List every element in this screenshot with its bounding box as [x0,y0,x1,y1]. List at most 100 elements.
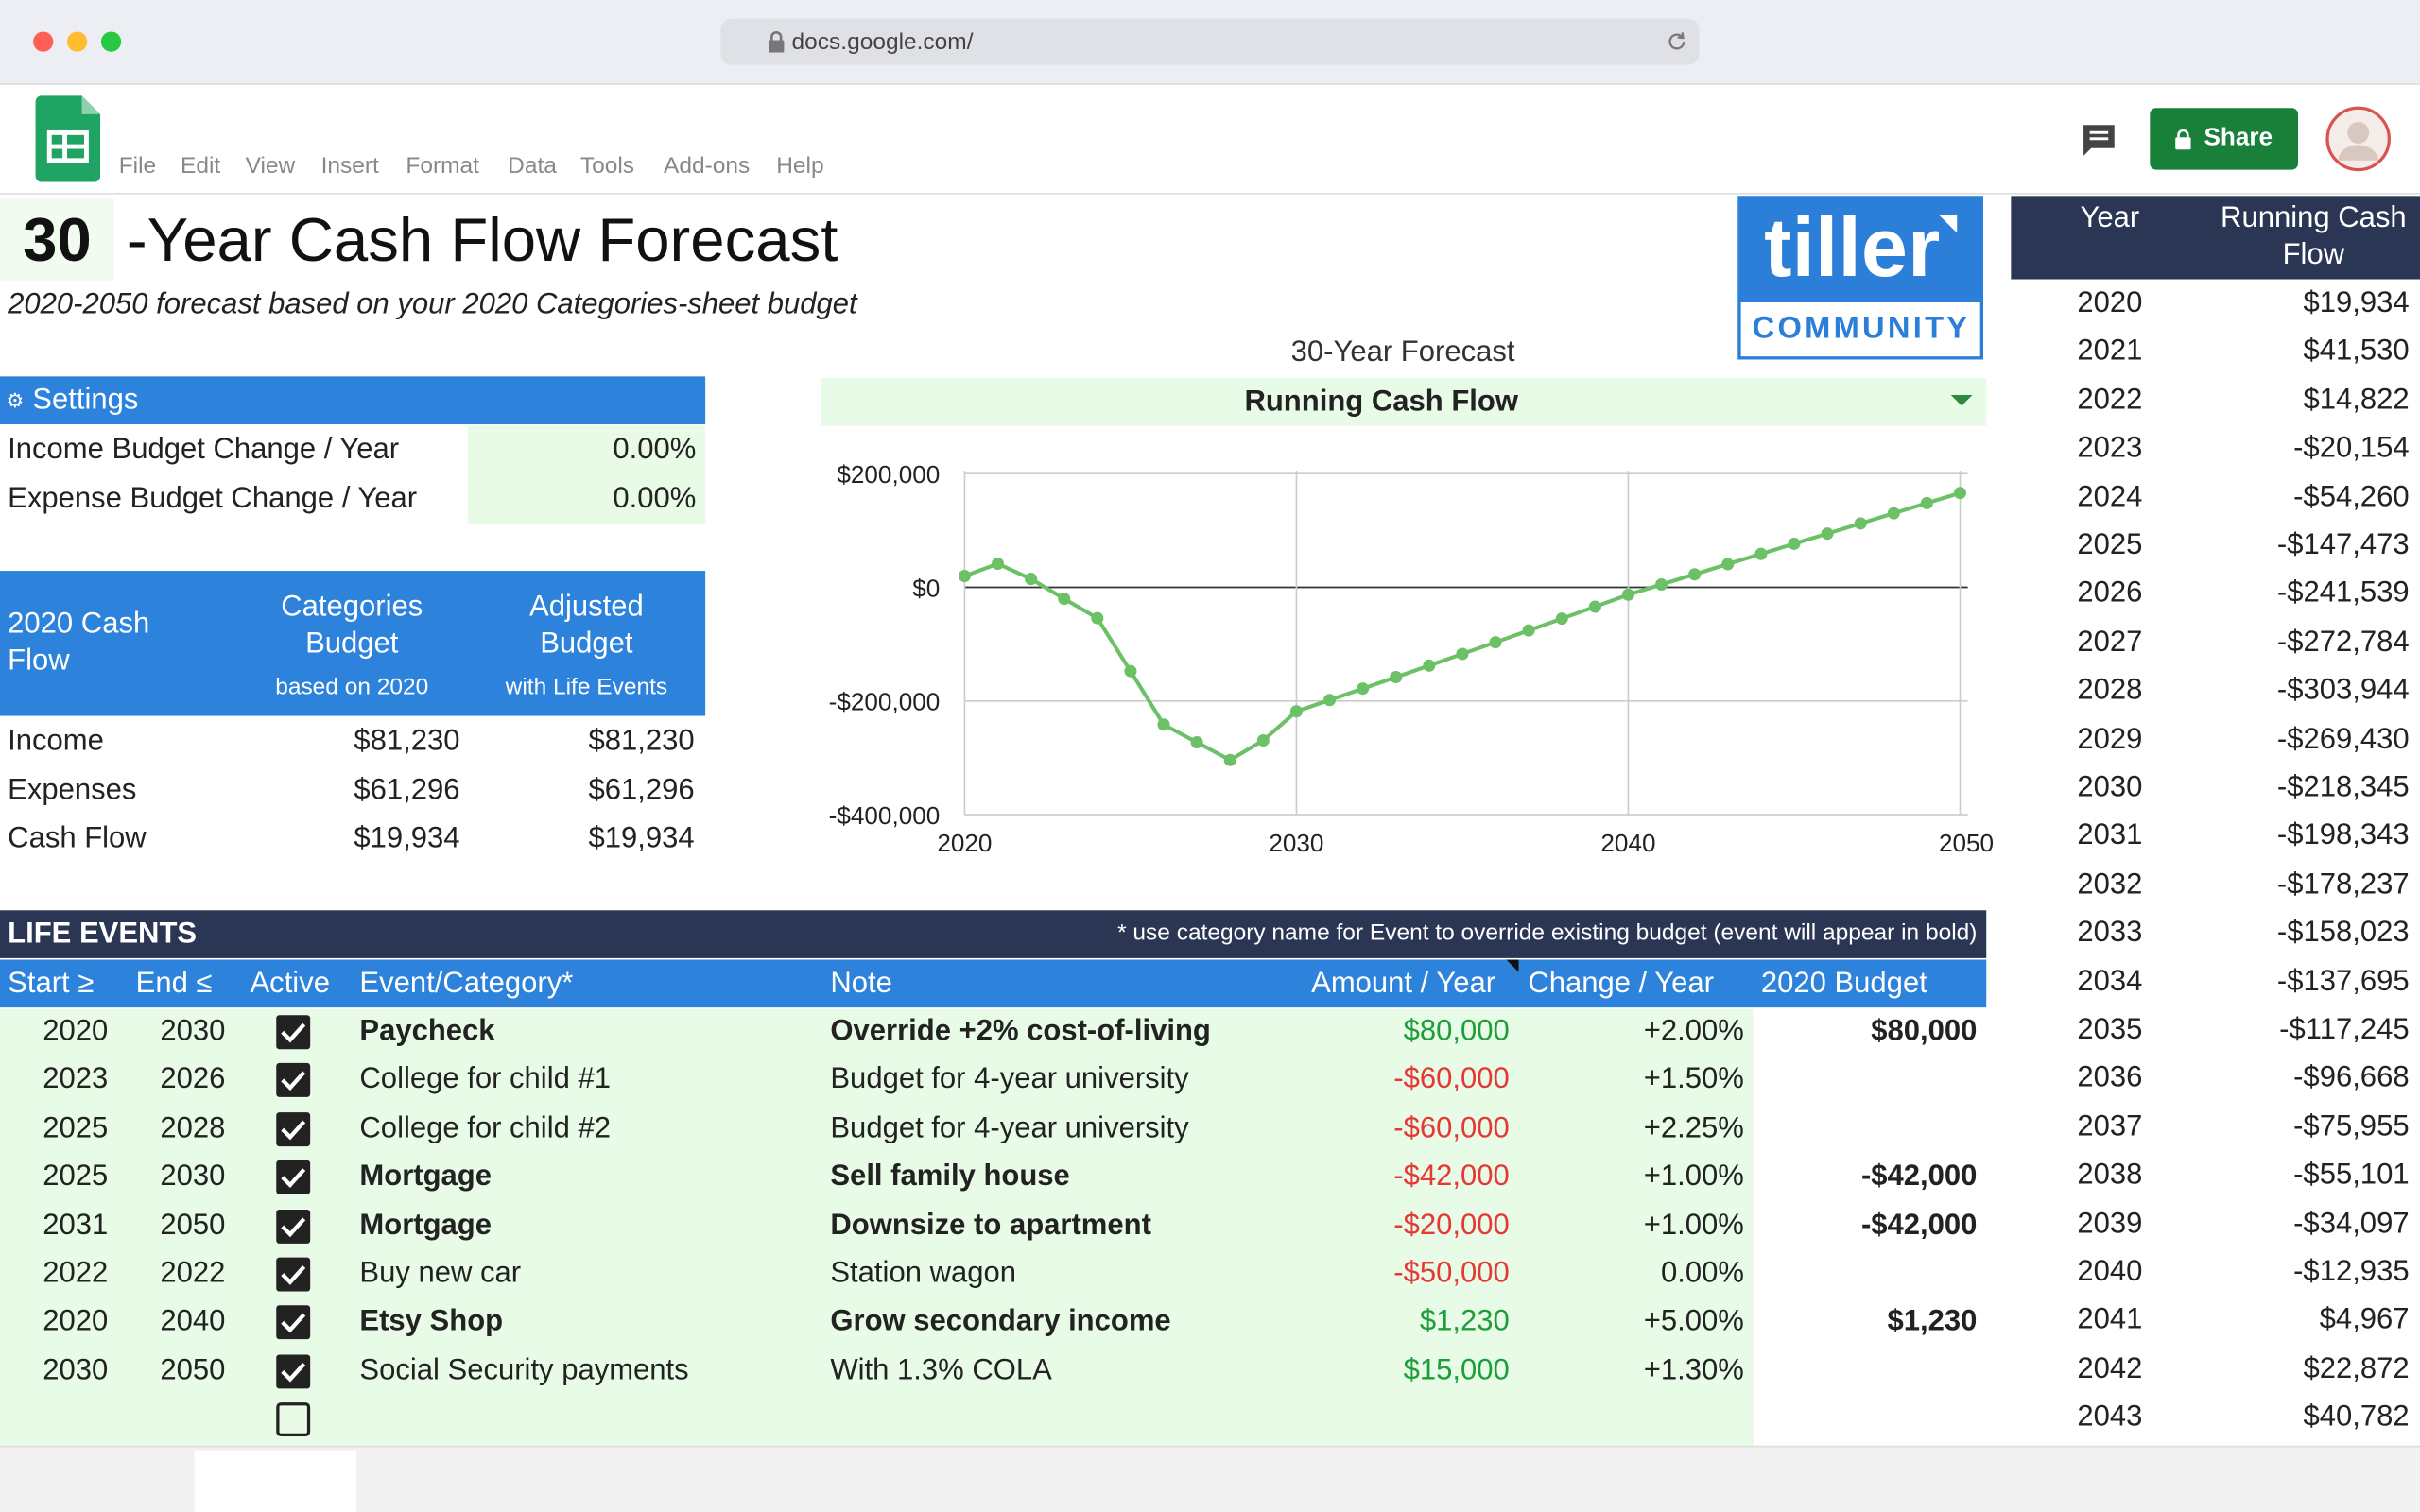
year: 2026 [2077,577,2143,610]
y-tick-label: $200,000 [837,460,940,489]
cell: $19,934 [588,822,695,855]
point [1357,682,1370,696]
running-value: -$117,245 [2279,1013,2410,1046]
running-value: -$241,539 [2276,577,2410,610]
note: Budget for 4-year university [830,1111,1189,1145]
note-indicator [1506,959,1519,972]
avatar[interactable] [2325,105,2393,173]
menu-item[interactable]: Edit [181,152,221,180]
checkbox[interactable] [275,1256,312,1293]
point [1423,659,1436,672]
point [1323,694,1337,707]
chart-selector[interactable] [821,378,1987,426]
cell: $19,934 [354,822,460,855]
sheet-tab[interactable] [194,1450,357,1512]
menu-item[interactable]: Data [508,152,557,180]
running-value: -$75,955 [2293,1110,2410,1143]
dropdown-arrow[interactable] [1950,394,1973,407]
cell: $61,296 [588,773,695,807]
menu-item[interactable]: Add-ons [664,152,751,180]
change: +1.30% [1643,1354,1744,1387]
share-button[interactable] [2150,108,2299,170]
running-value: -$54,260 [2293,480,2410,514]
menu-item[interactable]: File [118,152,157,180]
running-value: -$198,343 [2276,819,2410,852]
year: 2031 [2077,819,2143,852]
chart-selector-label[interactable]: Running Cash Flow [1244,386,1518,419]
checkbox[interactable] [275,1014,312,1051]
end-year: 2040 [160,1305,226,1339]
logo-name: tiller [1764,201,1941,295]
point [1289,705,1303,718]
minimize[interactable] [67,31,88,52]
year: 2029 [2077,723,2143,756]
running-value: -$269,430 [2276,723,2410,756]
point [1655,577,1668,592]
running-value: -$178,237 [2276,868,2410,902]
menu-item[interactable]: Tools [579,152,635,180]
section-title: LIFE EVENTS [8,918,198,951]
line [963,490,1962,763]
end-year: 2050 [160,1209,226,1242]
end-year: 2028 [160,1111,226,1145]
column-header: 2020 Budget [1760,967,1927,1000]
logo-tagline: COMMUNITY [1752,311,1971,346]
checkbox[interactable] [275,1304,312,1341]
comment-icon[interactable] [2082,124,2116,158]
year: 2034 [2077,965,2143,998]
point [958,569,971,583]
point [1721,558,1735,571]
settings-header [0,376,706,424]
checkbox[interactable] [275,1159,312,1195]
point [1190,736,1203,749]
cashflow-label: 2020 Cash Flow [8,608,150,678]
checkbox[interactable] [275,1353,312,1390]
end-year: 2022 [160,1257,226,1290]
sheets-icon[interactable] [35,95,101,182]
x-tick-label: 2040 [1600,829,1655,857]
running-value: -$20,154 [2293,432,2410,465]
share-label[interactable]: Share [2204,125,2273,152]
zoom[interactable] [100,31,122,52]
menu-item[interactable]: Help [776,152,824,180]
column-header: Amount / Year [1311,967,1496,1000]
checkbox[interactable] [275,1208,312,1245]
col-subheader: with Life Events [505,674,668,701]
reload-icon[interactable] [1667,31,1688,53]
year: 2035 [2077,1013,2143,1046]
point [1821,527,1834,541]
year: 2039 [2077,1207,2143,1240]
column-header: Running Cash Flow [2221,201,2407,272]
window-controls [33,31,122,52]
col-header: Categories Budget [281,591,424,661]
close[interactable] [33,31,54,52]
start-year: 2020 [43,1305,109,1339]
start-year: 2025 [43,1111,109,1145]
running-value: -$272,784 [2276,626,2410,659]
running-value: -$158,023 [2276,917,2410,950]
checkbox[interactable] [275,1401,312,1438]
y-tick-label: -$200,000 [829,688,941,716]
point [1124,664,1137,678]
checkbox[interactable] [275,1062,312,1099]
subtitle: 2020-2050 forecast based on your 2020 Ca… [8,288,857,321]
url-field[interactable] [720,18,1700,65]
change: +2.00% [1643,1015,1744,1048]
point [1953,487,1967,500]
point [1091,611,1104,625]
event: Social Security payments [359,1354,689,1387]
budget: $1,230 [1887,1305,1978,1339]
row-label: Cash Flow [8,822,147,855]
note: Sell family house [830,1160,1070,1194]
cell: $81,230 [354,725,460,758]
settings-label: Expense Budget Change / Year [8,482,418,515]
start-year: 2025 [43,1160,109,1194]
menu-item[interactable]: View [245,152,296,180]
running-value: $41,530 [2303,335,2410,369]
menu-item[interactable]: Format [406,152,479,180]
menu-item[interactable]: Insert [320,152,379,180]
checkbox[interactable] [275,1110,312,1147]
event: Mortgage [359,1160,493,1194]
year: 2038 [2077,1159,2143,1192]
